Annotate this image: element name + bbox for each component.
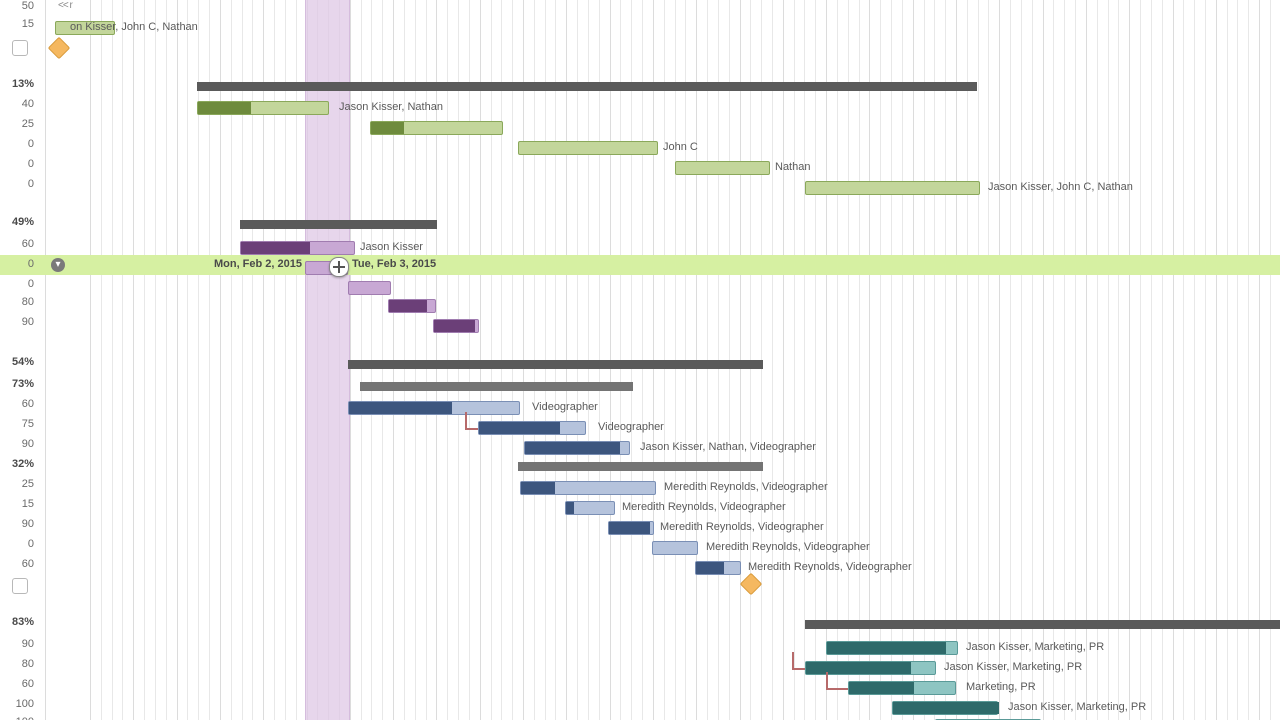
row-value: 90 [0, 438, 34, 450]
task-bar[interactable] [652, 541, 698, 555]
task-bar[interactable] [892, 701, 998, 715]
task-bar[interactable] [348, 281, 391, 295]
task-label: Meredith Reynolds, Videographer [660, 521, 824, 533]
task-bar[interactable] [608, 521, 654, 535]
task-bar[interactable] [197, 101, 329, 115]
row-value: 0 [0, 138, 34, 150]
task-label: Videographer [598, 421, 664, 433]
task-label: Nathan [775, 161, 810, 173]
dependency-line [792, 668, 805, 670]
row-value: 80 [0, 296, 34, 308]
value-column: 50 15 13% 40 25 0 0 0 49% 60 0 0 80 90 54% 73% 60 75 90 32%… [0, 0, 38, 720]
task-label: Meredith Reynolds, Videographer [664, 481, 828, 493]
task-bar[interactable] [240, 241, 355, 255]
dependency-line [826, 672, 828, 688]
task-label: Jason Kisser, John C, Nathan [988, 181, 1133, 193]
task-bar[interactable] [370, 121, 503, 135]
task-label: Marketing, PR [966, 681, 1036, 693]
task-label: Jason Kisser, Nathan [339, 101, 443, 113]
task-label: Jason Kisser [360, 241, 423, 253]
task-bar[interactable] [848, 681, 956, 695]
row-value: 0 [0, 278, 34, 290]
row-value: 25 [0, 478, 34, 490]
task-label: Jason Kisser, Marketing, PR [944, 661, 1082, 673]
task-label: John C [663, 141, 698, 153]
task-label: Meredith Reynolds, Videographer [706, 541, 870, 553]
summary-bar[interactable] [348, 360, 763, 369]
row-value: 13% [0, 78, 34, 90]
row-value: 90 [0, 518, 34, 530]
task-label: Videographer [532, 401, 598, 413]
dependency-line [792, 652, 794, 668]
task-label: Jason Kisser, Nathan, Videographer [640, 441, 816, 453]
task-bar[interactable] [826, 641, 958, 655]
row-value: 25 [0, 118, 34, 130]
row-value: 60 [0, 558, 34, 570]
row-value: 60 [0, 238, 34, 250]
drag-date-end: Tue, Feb 3, 2015 [352, 258, 436, 270]
row-value: 90 [0, 316, 34, 328]
dependency-line [465, 412, 467, 428]
task-label: Jason Kisser, Marketing, PR [1008, 701, 1146, 713]
row-value: 80 [0, 658, 34, 670]
row-value: 75 [0, 418, 34, 430]
row-value: 100 [0, 716, 34, 720]
task-bar[interactable] [805, 181, 980, 195]
bars-layer: on Kisser, John C, Nathan Jason Kisser, … [0, 0, 1280, 720]
summary-bar[interactable] [518, 462, 763, 471]
milestone-icon[interactable] [740, 573, 763, 596]
row-value: 100 [0, 698, 34, 710]
row-value: 49% [0, 216, 34, 228]
task-bar[interactable] [433, 319, 479, 333]
row-value: 90 [0, 638, 34, 650]
task-bar[interactable] [348, 401, 520, 415]
row-value: 0 [0, 258, 34, 270]
summary-bar[interactable] [360, 382, 633, 391]
scroll-left-icon[interactable]: << r [58, 0, 72, 11]
dependency-line [465, 428, 478, 430]
task-bar[interactable] [524, 441, 630, 455]
row-value: 0 [0, 158, 34, 170]
dependency-line [826, 688, 848, 690]
task-bar[interactable] [520, 481, 656, 495]
task-label: Jason Kisser, Marketing, PR [966, 641, 1104, 653]
resize-cursor-icon[interactable] [329, 257, 349, 277]
row-value: 15 [0, 498, 34, 510]
row-value: 83% [0, 616, 34, 628]
milestone-icon[interactable] [48, 37, 71, 60]
row-value: 40 [0, 98, 34, 110]
row-value: 32% [0, 458, 34, 470]
row-value: 73% [0, 378, 34, 390]
row-checkbox[interactable] [12, 40, 28, 56]
task-bar[interactable] [565, 501, 615, 515]
row-value: 15 [0, 18, 34, 30]
row-value: 54% [0, 356, 34, 368]
row-value: 0 [0, 538, 34, 550]
row-value: 60 [0, 678, 34, 690]
task-bar[interactable] [695, 561, 741, 575]
row-checkbox[interactable] [12, 578, 28, 594]
summary-bar[interactable] [197, 82, 977, 91]
drag-date-start: Mon, Feb 2, 2015 [214, 258, 302, 270]
gantt-chart[interactable]: { "grid":{"major_start":90,"major_step":… [0, 0, 1280, 720]
task-label: Meredith Reynolds, Videographer [622, 501, 786, 513]
row-value: 60 [0, 398, 34, 410]
task-bar[interactable] [805, 661, 936, 675]
summary-bar[interactable] [805, 620, 1280, 629]
task-bar[interactable] [675, 161, 770, 175]
task-bar[interactable] [478, 421, 586, 435]
expand-row-button[interactable]: ▾ [51, 258, 65, 272]
row-value: 50 [0, 0, 34, 12]
summary-bar[interactable] [240, 220, 437, 229]
task-label: on Kisser, John C, Nathan [70, 21, 198, 33]
row-value: 0 [0, 178, 34, 190]
task-bar[interactable] [518, 141, 658, 155]
task-bar[interactable] [388, 299, 436, 313]
task-label: Meredith Reynolds, Videographer [748, 561, 912, 573]
